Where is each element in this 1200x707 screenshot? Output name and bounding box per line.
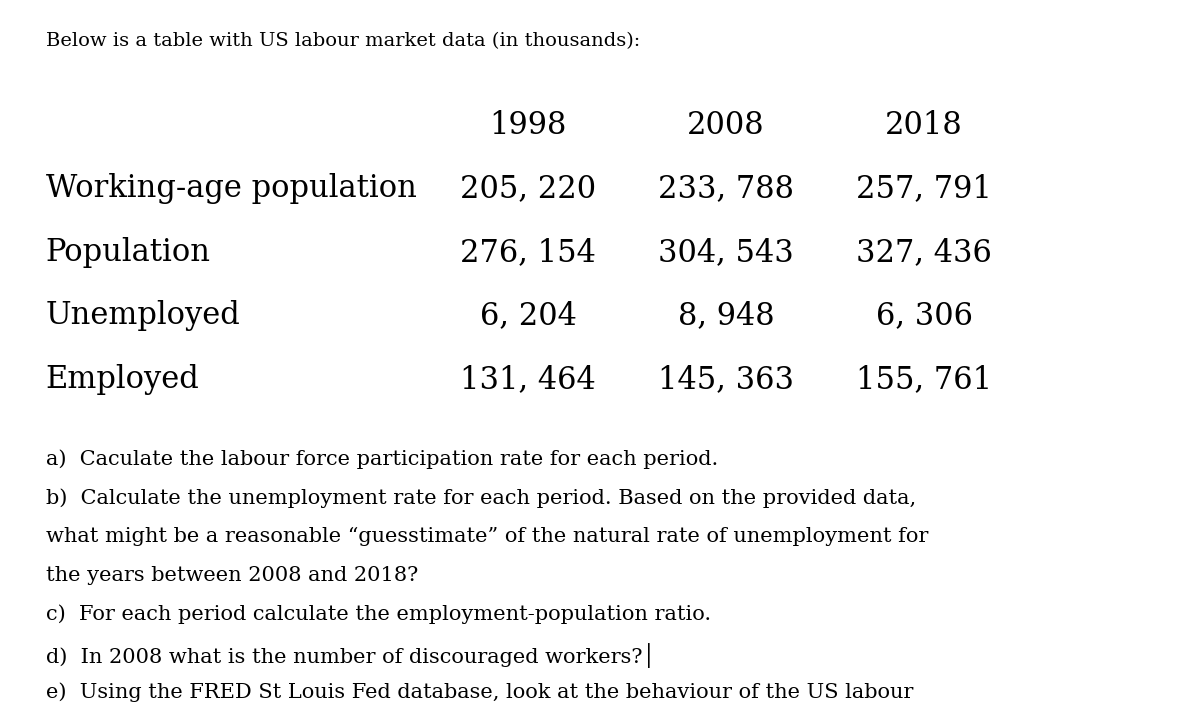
Text: 327, 436: 327, 436	[856, 237, 992, 268]
Text: a)  Caculate the labour force participation rate for each period.: a) Caculate the labour force participati…	[46, 449, 718, 469]
Text: Unemployed: Unemployed	[46, 300, 240, 332]
Text: Population: Population	[46, 237, 211, 268]
Text: 155, 761: 155, 761	[856, 364, 992, 395]
Text: Below is a table with US labour market data (in thousands):: Below is a table with US labour market d…	[46, 32, 640, 49]
Text: Working-age population: Working-age population	[46, 173, 416, 204]
Text: 131, 464: 131, 464	[460, 364, 596, 395]
Text: 276, 154: 276, 154	[460, 237, 596, 268]
Text: d)  In 2008 what is the number of discouraged workers?│: d) In 2008 what is the number of discour…	[46, 643, 655, 668]
Text: c)  For each period calculate the employment-population ratio.: c) For each period calculate the employm…	[46, 604, 710, 624]
Text: 2008: 2008	[688, 110, 764, 141]
Text: 233, 788: 233, 788	[658, 173, 794, 204]
Text: 2018: 2018	[886, 110, 962, 141]
Text: Employed: Employed	[46, 364, 199, 395]
Text: 304, 543: 304, 543	[658, 237, 794, 268]
Text: the years between 2008 and 2018?: the years between 2008 and 2018?	[46, 566, 418, 585]
Text: 6, 204: 6, 204	[480, 300, 576, 332]
Text: e)  Using the FRED St Louis Fed database, look at the behaviour of the US labour: e) Using the FRED St Louis Fed database,…	[46, 682, 913, 702]
Text: 6, 306: 6, 306	[876, 300, 972, 332]
Text: 1998: 1998	[490, 110, 566, 141]
Text: 145, 363: 145, 363	[658, 364, 794, 395]
Text: b)  Calculate the unemployment rate for each period. Based on the provided data,: b) Calculate the unemployment rate for e…	[46, 488, 916, 508]
Text: what might be a reasonable “guesstimate” of the natural rate of unemployment for: what might be a reasonable “guesstimate”…	[46, 527, 928, 546]
Text: 8, 948: 8, 948	[678, 300, 774, 332]
Text: 205, 220: 205, 220	[460, 173, 596, 204]
Text: 257, 791: 257, 791	[856, 173, 992, 204]
